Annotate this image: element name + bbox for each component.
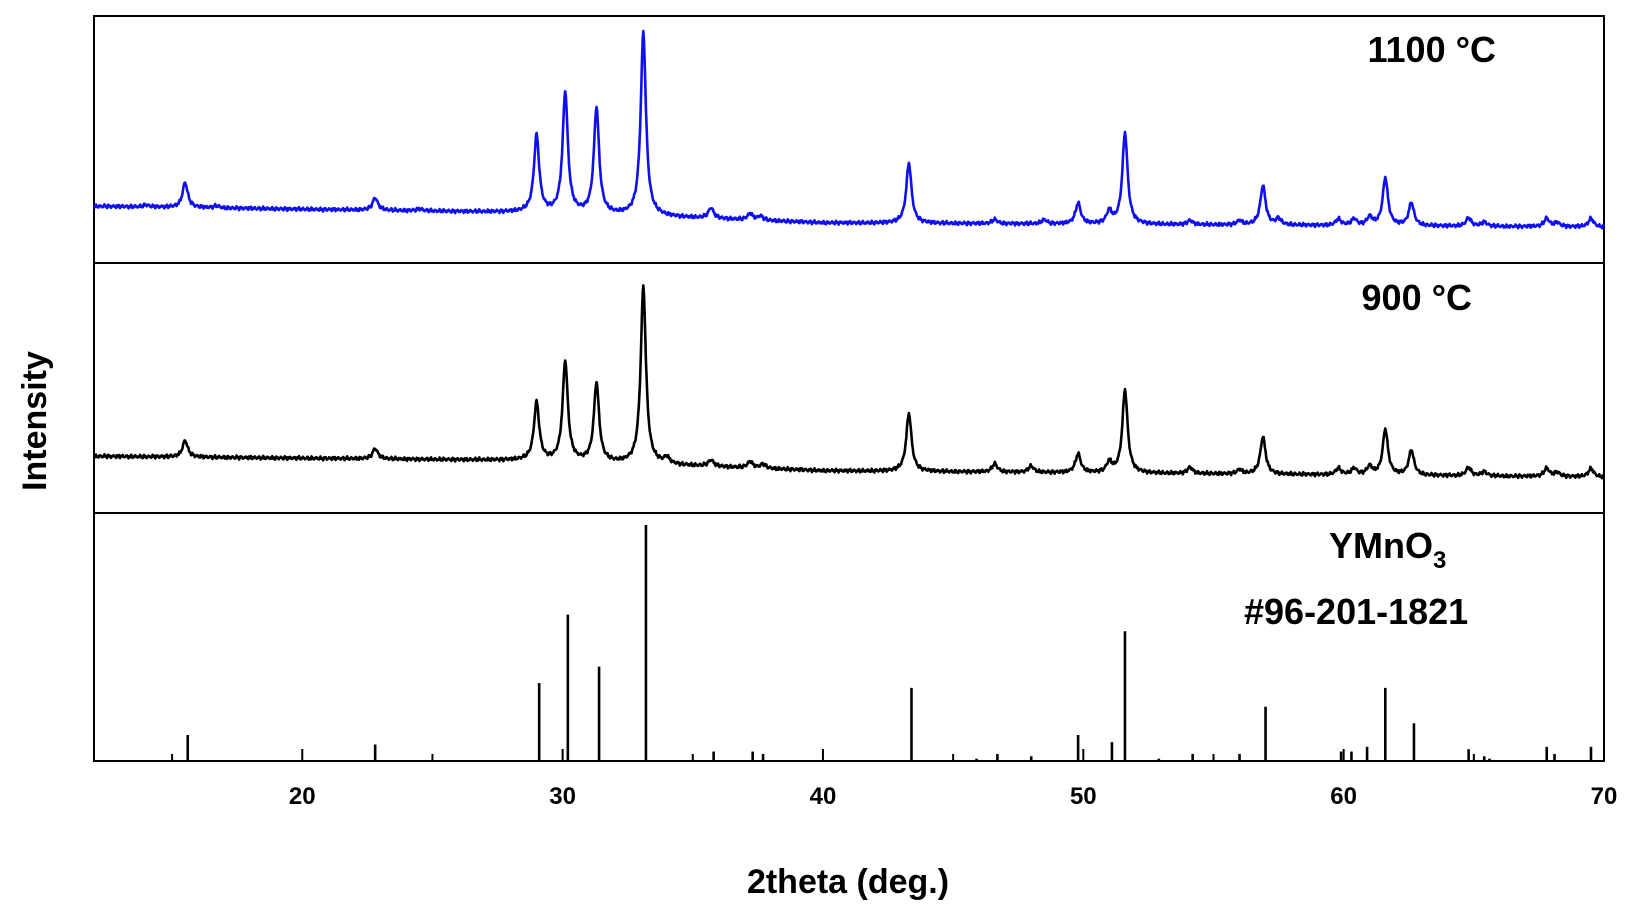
panel-frame — [93, 512, 1605, 762]
x-axis-title: 2theta (deg.) — [747, 863, 949, 901]
reference-card-id: #96-201-1821 — [1244, 591, 1468, 632]
panel-3: YMnO3 #96-201-1821 — [93, 512, 1605, 762]
panel-2: 900 °C — [92, 262, 1606, 514]
panel-label: 900 °C — [1362, 277, 1472, 318]
panel-label: 1100 °C — [1368, 29, 1497, 70]
panel-1: 1100 °C — [92, 15, 1606, 264]
x-tick-label: 60 — [1330, 783, 1357, 810]
x-tick-label: 50 — [1070, 783, 1097, 810]
x-tick-label: 30 — [549, 783, 576, 810]
xrd-pattern-line — [92, 284, 1606, 480]
xrd-pattern-line — [92, 29, 1606, 230]
x-tick-label: 40 — [810, 783, 837, 810]
x-tick-label: 70 — [1591, 783, 1618, 810]
x-tick-label: 20 — [289, 783, 316, 810]
panel-label: YMnO3 — [1329, 525, 1446, 574]
y-axis-title: Intensity — [16, 351, 54, 491]
